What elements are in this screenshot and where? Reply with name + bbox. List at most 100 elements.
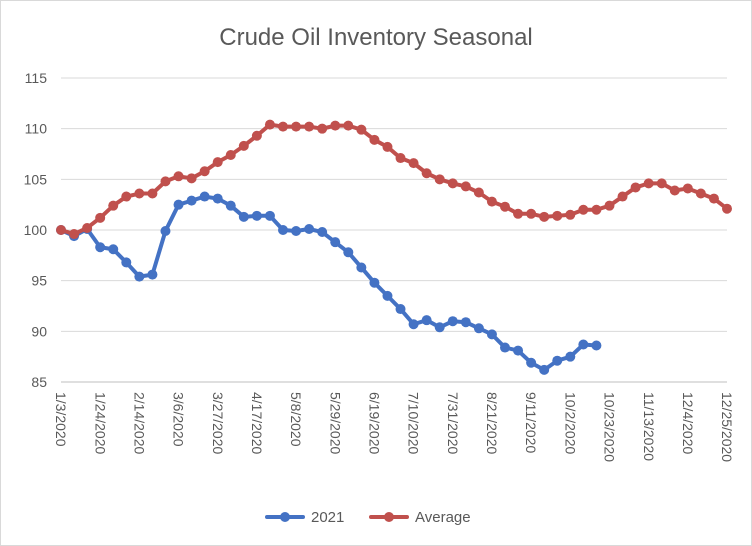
data-point bbox=[434, 322, 445, 333]
x-tick-label: 6/19/2020 bbox=[367, 392, 383, 454]
data-point bbox=[173, 199, 184, 210]
data-point bbox=[447, 178, 458, 189]
data-point bbox=[708, 193, 719, 204]
data-point bbox=[421, 168, 432, 179]
data-point bbox=[160, 226, 171, 237]
data-point bbox=[278, 121, 288, 132]
data-point bbox=[382, 141, 393, 152]
data-point bbox=[722, 203, 732, 214]
x-tick-label: 10/2/2020 bbox=[562, 392, 578, 454]
data-point bbox=[408, 319, 419, 330]
data-point bbox=[421, 315, 432, 326]
y-tick-label: 105 bbox=[24, 171, 48, 187]
data-point bbox=[578, 339, 589, 350]
data-point bbox=[278, 225, 288, 235]
data-point bbox=[565, 209, 576, 220]
data-point bbox=[513, 345, 524, 356]
x-tick-label: 2/14/2020 bbox=[131, 392, 147, 454]
data-point bbox=[199, 191, 210, 202]
data-point bbox=[552, 355, 563, 366]
data-point bbox=[343, 247, 354, 258]
data-point bbox=[199, 166, 210, 177]
x-tick-label: 1/24/2020 bbox=[92, 392, 108, 454]
data-point bbox=[134, 188, 145, 199]
data-point bbox=[500, 342, 510, 353]
x-tick-label: 4/17/2020 bbox=[249, 392, 265, 454]
data-point bbox=[291, 226, 302, 237]
data-point bbox=[251, 210, 262, 221]
axes: 85 90 95 100 105 110 115 1/3/2020 1/24/2020 2/14/… bbox=[24, 70, 735, 462]
data-point bbox=[434, 174, 445, 185]
data-point bbox=[317, 123, 328, 134]
x-tick-label: 12/25/2020 bbox=[719, 392, 735, 462]
series-2021 bbox=[56, 191, 602, 375]
data-point bbox=[56, 225, 66, 235]
data-point bbox=[669, 185, 680, 196]
data-point bbox=[395, 153, 406, 164]
data-point bbox=[578, 204, 589, 215]
y-tick-label: 85 bbox=[31, 374, 47, 390]
data-point bbox=[382, 290, 393, 301]
legend-swatch-marker bbox=[280, 512, 290, 522]
data-point bbox=[173, 171, 184, 182]
data-point bbox=[317, 227, 328, 238]
data-point bbox=[565, 351, 576, 362]
data-point bbox=[330, 120, 341, 131]
x-tick-label: 11/13/2020 bbox=[641, 392, 657, 461]
data-point bbox=[304, 121, 315, 132]
data-point bbox=[356, 262, 367, 273]
x-tick-label: 3/6/2020 bbox=[171, 392, 187, 447]
x-tick-label: 1/3/2020 bbox=[53, 392, 69, 447]
data-point bbox=[121, 191, 132, 202]
series-layer bbox=[56, 119, 732, 375]
data-point bbox=[682, 183, 693, 194]
data-point bbox=[447, 316, 458, 327]
data-point bbox=[225, 150, 236, 161]
data-point bbox=[643, 178, 654, 189]
legend-item: 2021 bbox=[265, 509, 344, 526]
legend-swatch-marker bbox=[384, 512, 394, 522]
data-point bbox=[695, 188, 706, 199]
data-point bbox=[160, 176, 171, 187]
x-tick-label: 12/4/2020 bbox=[680, 392, 696, 454]
chart-title: Crude Oil Inventory Seasonal bbox=[219, 24, 533, 51]
x-tick-label: 5/8/2020 bbox=[288, 392, 304, 447]
x-tick-label: 7/31/2020 bbox=[445, 392, 461, 454]
data-point bbox=[82, 222, 93, 233]
data-point bbox=[291, 121, 302, 132]
data-point bbox=[486, 196, 497, 207]
data-point bbox=[552, 210, 563, 221]
data-point bbox=[186, 173, 197, 184]
x-tick-label: 10/23/2020 bbox=[602, 392, 618, 462]
data-point bbox=[121, 257, 132, 268]
x-tick-label: 7/10/2020 bbox=[406, 392, 422, 454]
x-tick-label: 3/27/2020 bbox=[210, 392, 226, 454]
data-point bbox=[539, 364, 550, 375]
series-line bbox=[59, 194, 599, 372]
data-point bbox=[500, 201, 510, 212]
y-tick-label: 110 bbox=[25, 121, 48, 137]
data-point bbox=[473, 187, 484, 198]
data-point bbox=[108, 200, 119, 211]
data-point bbox=[95, 212, 106, 223]
data-point bbox=[656, 178, 667, 189]
data-point bbox=[356, 124, 367, 135]
data-point bbox=[212, 193, 223, 204]
data-point bbox=[526, 357, 537, 368]
data-point bbox=[460, 317, 471, 328]
data-point bbox=[591, 204, 602, 215]
data-point bbox=[460, 181, 471, 192]
data-point bbox=[591, 340, 602, 351]
data-point bbox=[186, 195, 197, 206]
data-point bbox=[212, 157, 223, 168]
data-point bbox=[264, 119, 275, 130]
legend: 2021 Average bbox=[265, 509, 471, 526]
data-point bbox=[369, 277, 380, 288]
data-point bbox=[526, 208, 537, 219]
data-point bbox=[264, 210, 275, 221]
data-point bbox=[343, 120, 354, 131]
y-tick-label: 115 bbox=[25, 70, 48, 86]
data-point bbox=[408, 158, 419, 169]
